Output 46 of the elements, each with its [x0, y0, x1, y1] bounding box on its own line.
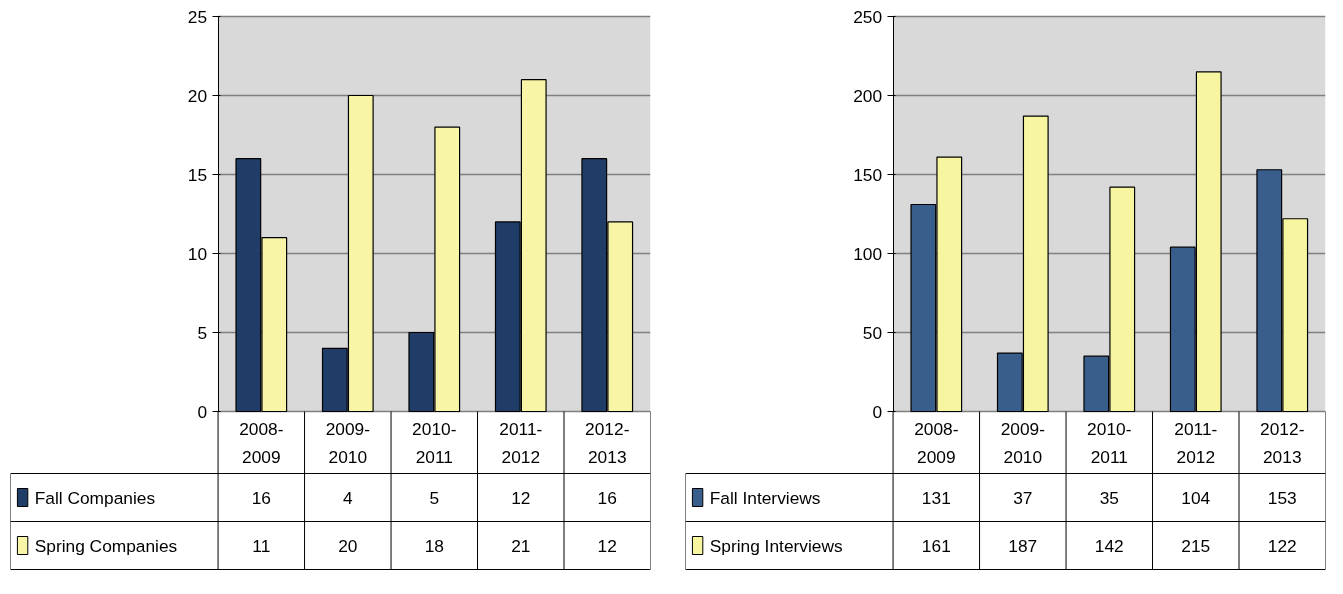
x-tick-label: 2010-2011 [412, 418, 457, 467]
x-tick-label: 2011-2012 [499, 418, 543, 467]
data-label: 12 [511, 487, 531, 508]
data-label: 11 [252, 535, 271, 556]
y-tick-label: 150 [853, 164, 883, 185]
y-tick-label: 25 [187, 6, 208, 27]
data-label: 131 [921, 487, 951, 508]
data-label: 5 [429, 487, 440, 508]
legend-label: Spring Interviews [709, 535, 843, 556]
y-tick-label: 0 [197, 401, 208, 422]
data-label: 4 [342, 487, 353, 508]
x-tick-label: 2012-2013 [1260, 418, 1305, 467]
x-tick-label: 2009-2010 [1000, 418, 1045, 467]
data-label: 21 [511, 535, 531, 556]
data-label: 153 [1267, 487, 1297, 508]
data-label: 187 [1008, 535, 1038, 556]
data-label: 215 [1181, 535, 1211, 556]
data-label: 122 [1267, 535, 1297, 556]
legend-label: Spring Companies [34, 535, 178, 556]
data-label: 20 [338, 535, 358, 556]
x-tick-label: 2011-2012 [1174, 418, 1218, 467]
data-label: 18 [424, 535, 444, 556]
legend-label: Fall Interviews [709, 487, 821, 508]
data-label: 16 [251, 487, 271, 508]
y-tick-label: 15 [187, 164, 208, 185]
data-label: 142 [1094, 535, 1124, 556]
x-tick-label: 2010-2011 [1087, 418, 1132, 467]
data-label: 104 [1181, 487, 1211, 508]
x-tick-label: 2008-2009 [239, 418, 284, 467]
y-tick-label: 5 [197, 322, 208, 343]
data-label: 12 [597, 535, 617, 556]
data-label: 37 [1013, 487, 1033, 508]
y-tick-label: 250 [853, 6, 883, 27]
y-tick-label: 10 [187, 243, 208, 264]
y-tick-label: 200 [853, 85, 883, 106]
x-tick-label: 2012-2013 [585, 418, 630, 467]
x-tick-label: 2008-2009 [914, 418, 959, 467]
y-tick-label: 0 [872, 401, 883, 422]
y-tick-label: 20 [187, 85, 208, 106]
data-label: 161 [921, 535, 951, 556]
data-label: 16 [597, 487, 617, 508]
x-tick-label: 2009-2010 [325, 418, 370, 467]
data-label: 35 [1099, 487, 1119, 508]
y-tick-label: 100 [853, 243, 883, 264]
legend-label: Fall Companies [34, 487, 156, 508]
y-tick-label: 50 [862, 322, 883, 343]
